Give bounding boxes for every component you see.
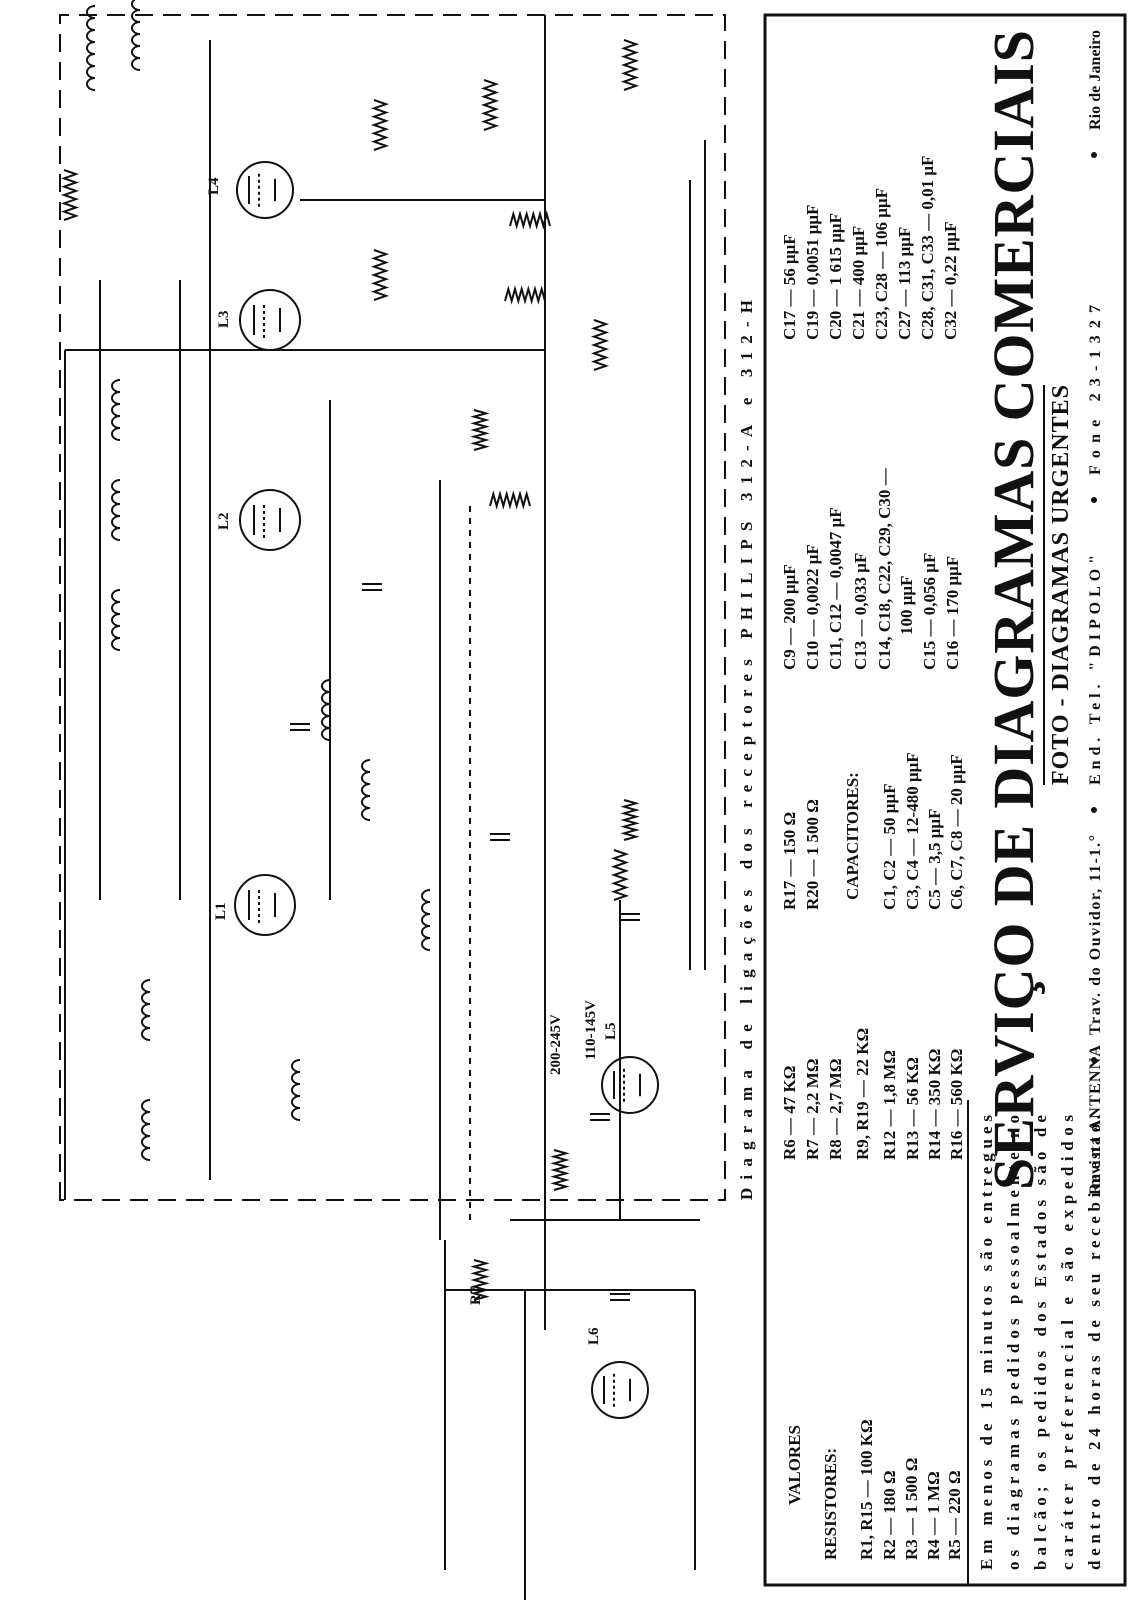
- component-label: L2: [216, 512, 232, 530]
- tube: [591, 1361, 649, 1419]
- coil: [141, 979, 151, 1041]
- capacitor-value: C21 — 400 μμF: [849, 226, 868, 340]
- coil: [111, 379, 121, 441]
- resistor-value: R14 — 350 KΩ: [925, 1049, 944, 1160]
- capacitor-value: C6, C7, C8 — 20 μμF: [947, 754, 966, 910]
- footer-item: Rio de Janeiro: [1087, 30, 1104, 130]
- resistor: [504, 285, 546, 305]
- component-label: L1: [213, 902, 229, 920]
- resistor: [370, 249, 390, 301]
- bullet: [1091, 152, 1097, 158]
- resistor: [60, 169, 80, 221]
- component-label: L6: [586, 1327, 602, 1345]
- component-label: 110-145V: [583, 1000, 599, 1060]
- notice-line: os diagramas pedidos pessoalmente no: [1004, 1115, 1023, 1570]
- resistor-value: R4 — 1 MΩ: [924, 1471, 943, 1560]
- tube: [236, 161, 294, 219]
- bullet: [1091, 497, 1097, 503]
- footer-item: Revista ANTENNA: [1087, 1045, 1104, 1195]
- resistor: [480, 79, 500, 131]
- capacitor-value: C15 — 0,056 μF: [920, 553, 939, 670]
- notice-line: caráter preferencial e são expedidos: [1058, 1115, 1077, 1570]
- bullet: [1091, 1057, 1097, 1063]
- capacitor-value: C23, C28 — 106 μμF: [872, 188, 891, 340]
- component-label: L3: [216, 310, 232, 328]
- subtitle: FOTO - DIAGRAMAS URGENTES: [1048, 385, 1074, 785]
- capacitor-value: C17 — 56 μμF: [780, 234, 799, 340]
- capacitor-value: C32 — 0,22 μμF: [941, 222, 960, 340]
- resistor: [489, 490, 531, 510]
- capacitor-value: C19 — 0,0051 μμF: [803, 205, 822, 340]
- legend-box: [763, 13, 1127, 1587]
- resistor-value: R1, R15 — 100 KΩ: [857, 1419, 876, 1560]
- coil: [111, 479, 121, 541]
- coil: [86, 5, 96, 91]
- capacitor-value: C1, C2 — 50 μμF: [880, 784, 899, 910]
- resistor: [610, 849, 630, 901]
- footer-item: Fone 23-1327: [1087, 305, 1104, 475]
- resistor: [620, 799, 640, 841]
- resistor: [370, 99, 390, 151]
- tube: [601, 1056, 659, 1114]
- notice-line: Em menos de 15 minutos são entregues: [977, 1115, 996, 1570]
- bullet: [1091, 807, 1097, 813]
- coil: [141, 1099, 151, 1161]
- resistor-value: R12 — 1,8 MΩ: [880, 1050, 899, 1160]
- resistor: [550, 1149, 570, 1191]
- capacitor-value: C16 — 170 μμF: [943, 556, 962, 670]
- resistor-value: R8 — 2,7 MΩ: [826, 1059, 845, 1160]
- resistor-value: R13 — 56 KΩ: [903, 1057, 922, 1160]
- resistor-value: R7 — 2,2 MΩ: [803, 1059, 822, 1160]
- resistor: [470, 409, 490, 451]
- resistor-value: R3 — 1 500 Ω: [902, 1458, 921, 1560]
- resistor-value: R9, R19 — 22 KΩ: [853, 1028, 872, 1160]
- coil: [321, 679, 331, 741]
- capacitor-value: C5 — 3,5 μμF: [925, 809, 944, 910]
- coil: [291, 1059, 301, 1121]
- coil: [361, 759, 371, 821]
- coil: [131, 0, 141, 71]
- capacitor-value: C10 — 0,0022 μF: [803, 544, 822, 670]
- footer-item: Trav. do Ouvidor, 11-1.°: [1087, 835, 1104, 1035]
- resistor: [590, 319, 610, 371]
- tube: [239, 489, 301, 551]
- capacitor-value: 100 μμF: [897, 576, 916, 635]
- capacitor-value: C11, C12 — 0,0047 μF: [826, 507, 845, 670]
- resistor-value: R6 — 47 KΩ: [780, 1066, 799, 1160]
- component-label: L4: [206, 177, 222, 195]
- tube: [234, 874, 296, 936]
- capacitor-value: C27 — 113 μμF: [895, 227, 914, 340]
- resistor-value: R5 — 220 Ω: [945, 1470, 964, 1560]
- caption: Diagrama de ligações dos receptores PHIL…: [737, 300, 756, 1200]
- capacitor-value: C13 — 0,033 μF: [851, 553, 870, 670]
- capacitor-value: C3, C4 — 12-480 μμF: [903, 752, 922, 910]
- resistor: [470, 1259, 490, 1301]
- notice-line: balcão; os pedidos dos Estados são de: [1031, 1115, 1050, 1570]
- resistor: [509, 210, 551, 230]
- component-label: L5: [603, 1022, 619, 1040]
- capacitor-value: C9 — 200 μμF: [780, 564, 799, 670]
- capacitor-value: C14, C18, C22, C29, C30 —: [875, 467, 894, 670]
- chassis-outline: [59, 14, 726, 1201]
- footer-item: End. Tel. "DIPOLO": [1087, 555, 1104, 785]
- coil: [111, 589, 121, 651]
- resistor-value: R17 — 150 Ω: [780, 812, 799, 910]
- resistor-value: R2 — 180 Ω: [880, 1470, 899, 1560]
- capacitor-value: C20 — 1 615 μμF: [826, 213, 845, 340]
- component-label: 200-245V: [548, 1014, 564, 1075]
- tube: [239, 289, 301, 351]
- coil: [421, 889, 431, 951]
- resistor: [620, 39, 640, 91]
- section-heading: CAPACITORES:: [843, 772, 862, 900]
- section-heading: RESISTORES:: [821, 1448, 840, 1560]
- capacitor-value: C28, C31, C33 — 0,01 μF: [918, 156, 937, 340]
- resistor-value: R16 — 560 KΩ: [947, 1049, 966, 1160]
- resistor-value: R20 — 1 500 Ω: [803, 799, 822, 910]
- title: SERVIÇO DE DIAGRAMAS COMERCIAIS: [981, 30, 1046, 1190]
- heading: VALORES: [785, 1425, 804, 1505]
